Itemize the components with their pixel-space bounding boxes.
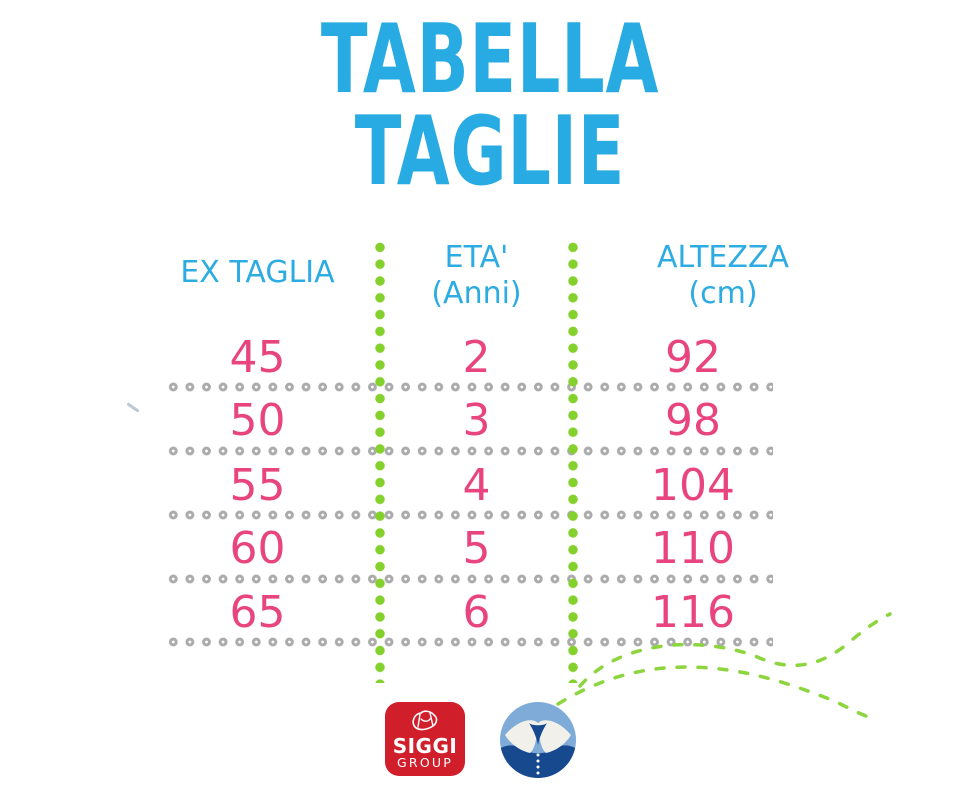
column-header-altezza: ALTEZZA (cm) [573,240,873,312]
page-title-line-1: TABELLA [320,5,660,115]
column-header-label: EX TAGLIA [180,255,335,290]
cell-ex-taglia: 60 [229,523,286,574]
siggi-group-logo: SIGGI GROUP [385,702,465,776]
siggi-logo-sub: GROUP [397,755,453,770]
column-divider-dotted [374,239,386,683]
siggi-doodle-icon [412,710,438,731]
school-smock-logo-icon [500,702,576,778]
row-divider-dotted [165,573,773,585]
page-title: TABELLA TAGLIE [137,5,843,207]
cell-eta-anni: 2 [462,332,491,383]
cell-ex-taglia: 55 [229,460,286,511]
cell-eta-anni: 3 [462,395,491,446]
column-header-unit: (cm) [688,276,758,311]
cell-ex-taglia: 50 [229,395,286,446]
cell-ex-taglia: 45 [229,332,286,383]
cell-eta-anni: 5 [462,523,491,574]
column-divider-dotted [567,239,579,683]
column-header-unit: (Anni) [431,276,522,311]
row-divider-dotted [165,636,773,648]
cell-altezza-cm: 104 [651,460,735,511]
row-divider-dotted [165,381,773,393]
cell-eta-anni: 4 [462,460,491,511]
column-header-eta: ETA' (Anni) [380,240,573,312]
cell-ex-taglia: 65 [229,587,286,638]
row-divider-dotted [165,445,773,457]
page-title-line-2: TAGLIE [354,97,626,207]
column-header-ex-taglia: EX TAGLIA [135,240,380,291]
decorative-dashed-curves [556,612,892,718]
cell-altezza-cm: 110 [651,523,735,574]
cell-eta-anni: 6 [462,587,491,638]
cell-altezza-cm: 116 [651,587,735,638]
column-header-label: ALTEZZA [656,240,789,275]
column-header-label: ETA' [444,240,509,275]
cell-altezza-cm: 98 [665,395,721,446]
siggi-logo-name: SIGGI [392,734,458,758]
row-divider-dotted [165,509,773,521]
cell-altezza-cm: 92 [665,332,721,383]
